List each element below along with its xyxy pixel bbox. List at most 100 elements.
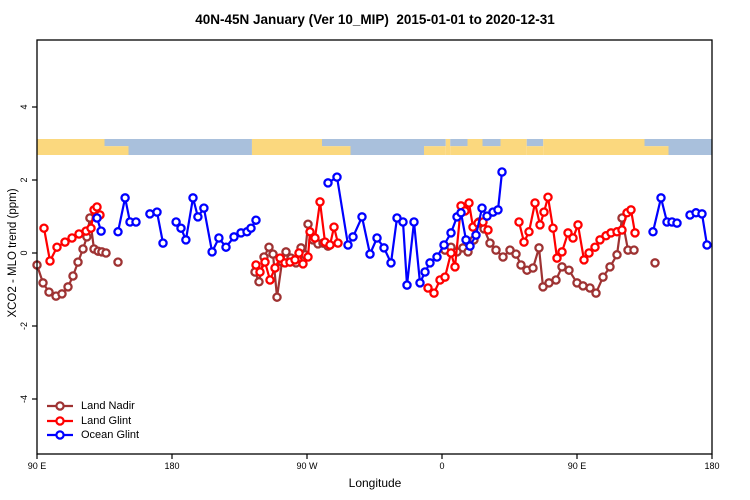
data-point (251, 215, 261, 225)
map-ocean-segment (450, 139, 468, 147)
data-point (176, 223, 186, 233)
data-point (446, 228, 456, 238)
map-land-segment (424, 146, 446, 155)
data-point (251, 260, 261, 270)
data-point (552, 253, 562, 263)
data-point (325, 240, 335, 250)
data-point (96, 226, 106, 236)
data-point (310, 233, 320, 243)
legend: Land Nadir Land Glint Ocean Glint (46, 399, 139, 443)
data-point (605, 262, 615, 272)
data-point (535, 220, 545, 230)
x-tick-label: 180 (704, 461, 719, 471)
data-point (402, 280, 412, 290)
data-point (73, 257, 83, 267)
y-tick-label: 4 (19, 104, 29, 109)
x-tick-label: 90 E (28, 461, 47, 471)
map-ocean-segment (482, 139, 501, 147)
data-point (585, 283, 595, 293)
data-point (38, 278, 48, 288)
data-point (429, 288, 439, 298)
data-point (584, 248, 594, 258)
map-land-segment (251, 139, 322, 155)
data-point (113, 257, 123, 267)
data-point (591, 288, 601, 298)
data-point (456, 208, 466, 218)
map-land-segment (37, 139, 105, 155)
data-point (357, 212, 367, 222)
legend-item-ocean-glint: Ocean Glint (46, 428, 139, 443)
data-point (181, 235, 191, 245)
data-point (45, 256, 55, 266)
y-tick-label: 2 (19, 177, 29, 182)
data-point (519, 237, 529, 247)
data-point (672, 218, 682, 228)
data-point (270, 263, 280, 273)
data-point (464, 198, 474, 208)
ocean-glint-line-marker-icon (47, 430, 73, 440)
data-point (420, 267, 430, 277)
data-point (539, 207, 549, 217)
data-point (63, 282, 73, 292)
data-point (264, 242, 274, 252)
data-point (425, 258, 435, 268)
data-point (551, 275, 561, 285)
map-land-segment (644, 146, 669, 155)
data-point (101, 248, 111, 258)
data-point (260, 257, 270, 267)
series-land-glint (39, 192, 640, 298)
data-point (131, 217, 141, 227)
data-point (450, 262, 460, 272)
data-point (514, 217, 524, 227)
data-point (573, 220, 583, 230)
data-point (702, 240, 712, 250)
data-point (579, 255, 589, 265)
data-point (415, 278, 425, 288)
data-point (493, 205, 503, 215)
data-point (60, 237, 70, 247)
chart-title: 40N-45N January (Ver 10_MIP) 2015-01-01 … (195, 12, 555, 27)
x-tick-label: 0 (439, 461, 444, 471)
data-point (272, 292, 282, 302)
data-point (78, 244, 88, 254)
data-point (386, 258, 396, 268)
series-ocean-glint (92, 167, 712, 290)
data-point (68, 271, 78, 281)
data-point (199, 203, 209, 213)
data-point (92, 213, 102, 223)
map-land-segment (467, 139, 483, 155)
legend-item-land-nadir: Land Nadir (46, 399, 139, 414)
map-ocean-segment (424, 139, 446, 147)
data-point (524, 227, 534, 237)
data-point (255, 267, 265, 277)
y-tick-label: -2 (19, 322, 29, 330)
data-point (471, 230, 481, 240)
data-point (461, 235, 471, 245)
data-point (398, 217, 408, 227)
data-point (294, 248, 304, 258)
x-axis-ticks: 90 E 180 90 W 0 90 E 180 (28, 454, 720, 471)
data-point (409, 217, 419, 227)
data-point (548, 223, 558, 233)
data-point (497, 167, 507, 177)
data-point (207, 247, 217, 257)
data-point (152, 207, 162, 217)
data-point (630, 228, 640, 238)
data-point (214, 233, 224, 243)
data-point (648, 227, 658, 237)
data-point (120, 193, 130, 203)
map-ocean-segment (104, 139, 129, 147)
data-point (303, 219, 313, 229)
map-ocean-segment (644, 139, 669, 147)
data-point (39, 223, 49, 233)
data-point (595, 235, 605, 245)
data-point (86, 223, 96, 233)
series-line (116, 196, 138, 233)
data-point (590, 242, 600, 252)
map-land-segment (104, 146, 129, 155)
map-land-segment (500, 139, 527, 155)
data-point (329, 222, 339, 232)
data-point (171, 217, 181, 227)
